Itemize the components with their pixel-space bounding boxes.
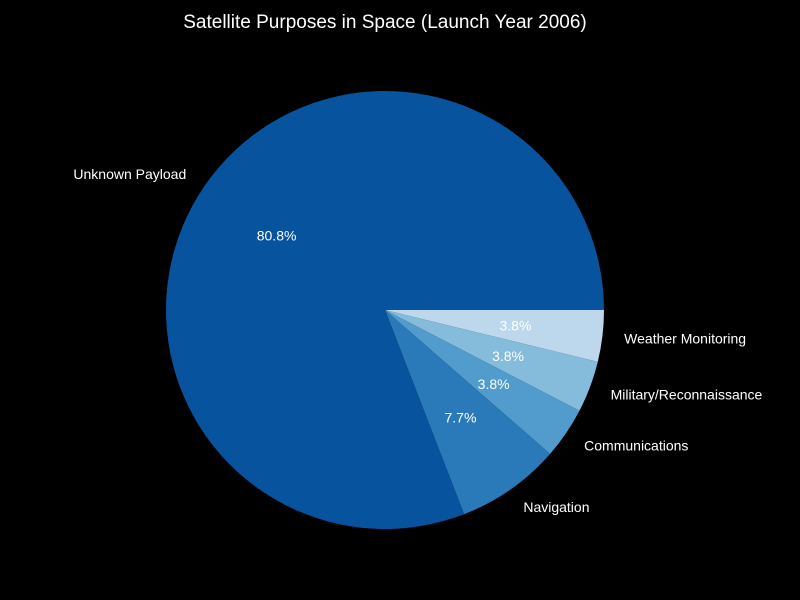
slice-pct-unknown-payload: 80.8% xyxy=(257,228,297,244)
slice-label-navigation: Navigation xyxy=(523,499,589,515)
pie-slice-weather-monitoring xyxy=(385,310,604,362)
slice-label-military-reconnaissance: Military/Reconnaissance xyxy=(611,387,763,403)
slice-pct-communications: 3.8% xyxy=(478,376,510,392)
slice-pct-military-reconnaissance: 3.8% xyxy=(492,348,524,364)
pie-slices xyxy=(166,91,604,530)
slice-pct-navigation: 7.7% xyxy=(444,410,476,426)
pie-slice-communications xyxy=(385,310,580,454)
pie-slice-navigation xyxy=(385,310,551,515)
slice-label-weather-monitoring: Weather Monitoring xyxy=(624,331,746,347)
slice-label-communications: Communications xyxy=(584,438,688,454)
slice-pct-weather-monitoring: 3.8% xyxy=(500,318,532,334)
pie-slice-military-reconnaissance xyxy=(385,310,598,411)
pie-labels: Weather Monitoring 3.8% Military/Reconnais… xyxy=(73,166,762,515)
slice-label-unknown-payload: Unknown Payload xyxy=(73,166,186,182)
chart-title: Satellite Purposes in Space (Launch Year… xyxy=(183,12,587,33)
pie-slice-unknown-payload xyxy=(166,91,604,530)
